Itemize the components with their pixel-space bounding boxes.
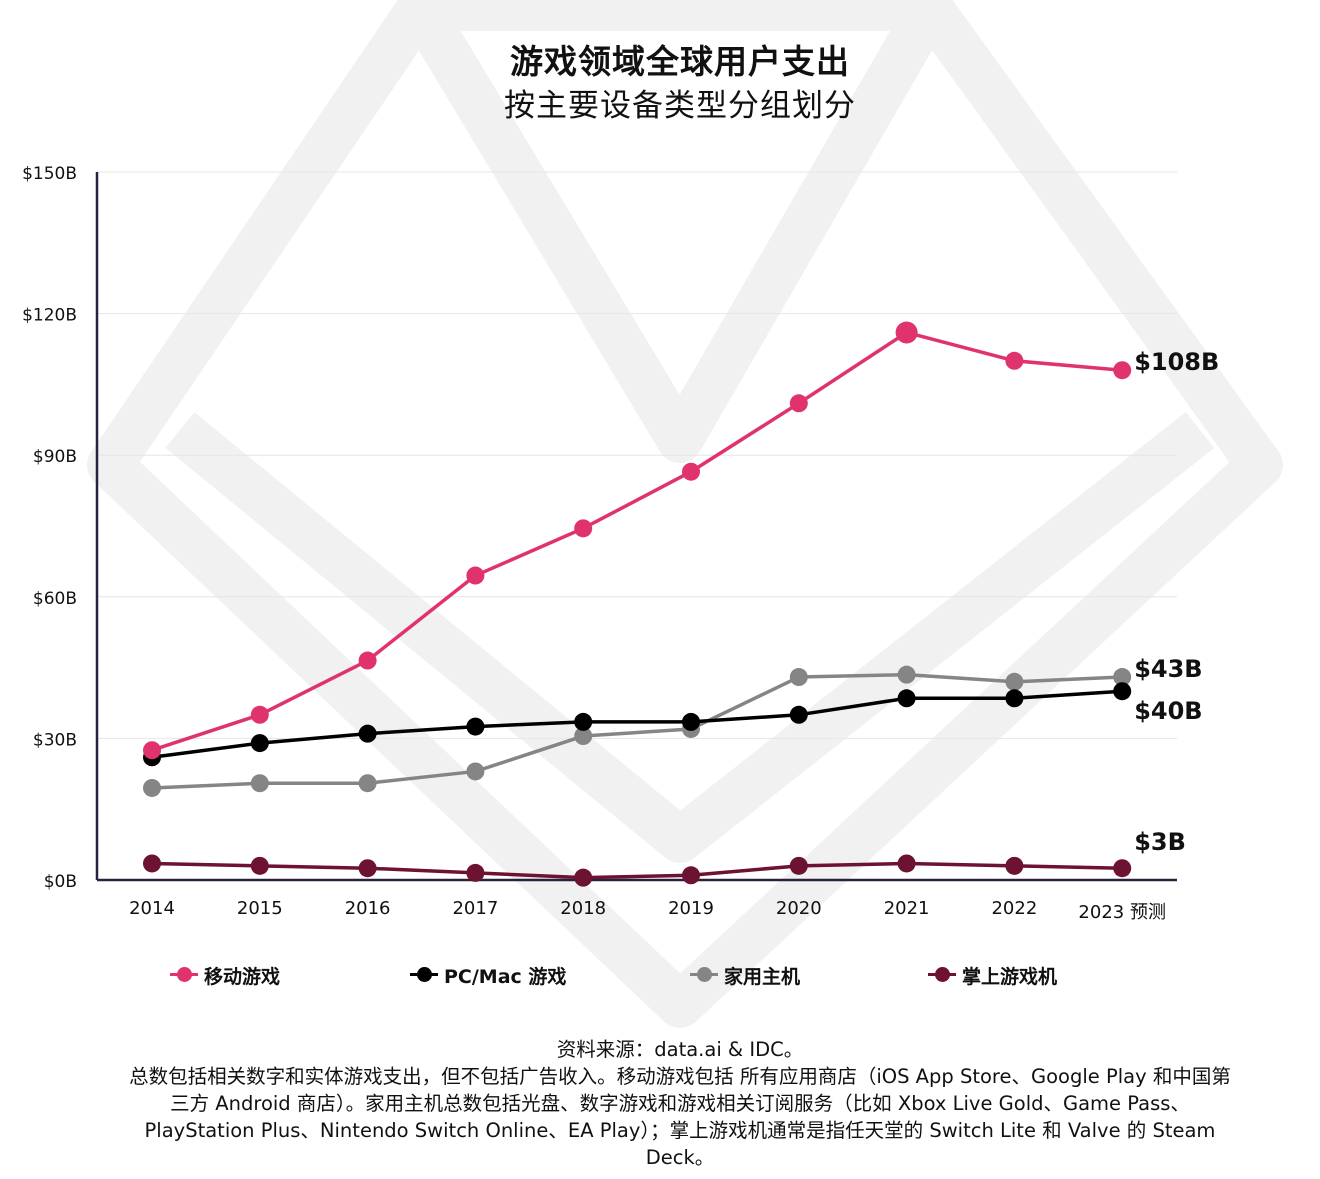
data-point xyxy=(789,705,808,724)
end-value-label: $43B xyxy=(1134,655,1202,683)
data-point xyxy=(895,321,918,344)
data-point xyxy=(1005,689,1024,708)
legend-item: 家用主机 xyxy=(690,958,800,992)
legend-label: 掌上游戏机 xyxy=(962,965,1058,988)
data-point xyxy=(1113,361,1132,380)
y-tick-label: $0B xyxy=(44,872,77,892)
data-point xyxy=(250,774,269,793)
y-tick-label: $120B xyxy=(22,306,77,326)
legend-marker xyxy=(170,958,198,992)
data-point xyxy=(466,762,485,781)
x-tick-label: 2017 xyxy=(452,898,498,919)
data-point xyxy=(1005,856,1024,875)
data-point xyxy=(143,854,161,873)
end-value-label: $108B xyxy=(1134,348,1219,376)
method-note: 总数包括相关数字和实体游戏支出，但不包括广告收入。移动游戏包括 所有应用商店（i… xyxy=(129,1065,1231,1169)
x-tick-label: 2023 预测 xyxy=(1078,902,1166,923)
data-point xyxy=(358,651,377,670)
legend-item: 掌上游戏机 xyxy=(928,958,1057,992)
data-point xyxy=(466,566,485,585)
data-point xyxy=(466,863,485,882)
data-point xyxy=(897,665,916,684)
title-block: 游戏领域全球用户支出 按主要设备类型分组划分 xyxy=(0,40,1320,128)
legend-item: 移动游戏 xyxy=(170,958,280,992)
series-line xyxy=(151,689,1123,760)
legend-marker xyxy=(410,958,438,992)
end-value-label: $40B xyxy=(1134,697,1202,725)
data-point xyxy=(682,462,700,481)
data-point xyxy=(789,856,808,875)
data-point xyxy=(250,734,269,753)
chart-subtitle: 按主要设备类型分组划分 xyxy=(504,88,856,124)
data-point xyxy=(143,741,161,760)
source-note: 资料来源：data.ai & IDC。 xyxy=(556,1038,804,1061)
end-value-label: $3B xyxy=(1134,828,1186,856)
y-tick-label: $150B xyxy=(22,164,77,184)
y-tick-label: $90B xyxy=(33,447,77,467)
line-chart: $0B $30B $60B $90B $120B $150B 2014 2015 2016 201… xyxy=(22,164,1219,923)
y-tick-label: $60B xyxy=(33,589,77,609)
data-point xyxy=(1113,859,1132,878)
legend-label: 家用主机 xyxy=(724,965,801,988)
data-point xyxy=(574,519,593,538)
data-point xyxy=(358,774,377,793)
chart-title: 游戏领域全球用户支出 xyxy=(510,42,850,81)
data-point xyxy=(789,394,808,413)
data-point xyxy=(897,854,916,873)
data-point xyxy=(682,866,700,885)
data-point xyxy=(250,856,269,875)
x-tick-label: 2014 xyxy=(129,898,175,919)
x-tick-label: 2020 xyxy=(776,898,822,919)
series-line xyxy=(151,672,1123,790)
data-point xyxy=(143,778,161,797)
data-point xyxy=(574,868,593,887)
legend-marker xyxy=(690,958,718,992)
data-point xyxy=(250,705,269,724)
series-line xyxy=(151,330,1123,752)
data-point xyxy=(682,712,700,731)
data-point xyxy=(358,859,377,878)
legend-marker xyxy=(928,958,956,992)
data-point xyxy=(466,717,485,736)
x-tick-label: 2022 xyxy=(991,898,1037,919)
data-point xyxy=(897,689,916,708)
data-point xyxy=(1005,672,1024,691)
x-tick-label: 2016 xyxy=(345,898,391,919)
footnotes: 资料来源：data.ai & IDC。 总数包括相关数字和实体游戏支出，但不包括… xyxy=(120,1036,1240,1171)
legend-item: PC/Mac 游戏 xyxy=(410,958,566,992)
x-tick-label: 2015 xyxy=(237,898,283,919)
data-point xyxy=(358,724,377,743)
data-point xyxy=(1005,351,1024,370)
y-tick-label: $30B xyxy=(33,730,77,750)
legend-label: 移动游戏 xyxy=(204,965,281,988)
data-point xyxy=(1113,682,1132,701)
data-point xyxy=(574,727,593,746)
x-tick-label: 2019 xyxy=(668,898,714,919)
x-tick-label: 2018 xyxy=(560,898,606,919)
x-tick-label: 2021 xyxy=(884,898,930,919)
series-line xyxy=(151,861,1123,880)
legend: 移动游戏 PC/Mac 游戏 家用主机 掌上游戏机 xyxy=(0,958,1320,992)
legend-label: PC/Mac 游戏 xyxy=(444,965,567,988)
data-point xyxy=(1113,668,1132,687)
data-point xyxy=(789,668,808,687)
data-point xyxy=(574,712,593,731)
